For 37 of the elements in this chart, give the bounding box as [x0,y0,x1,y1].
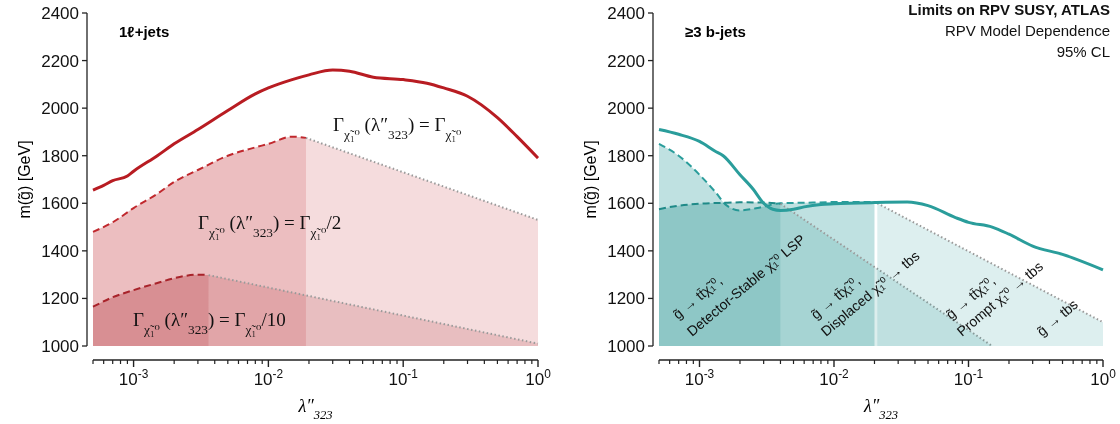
x-tick-label: 10$^{-1}$ [388,367,419,389]
annotation: g̃ → tbs [1033,296,1081,340]
y-axis-title: m(g̃) [GeV] [16,140,33,219]
y-tick-label: 1600 [41,194,79,214]
annotation: RPV Model Dependence [944,22,1110,39]
y-tick-label: 2200 [41,51,79,71]
x-tick-label: 10$^{-1}$ [953,367,984,389]
y-tick-label: 1800 [607,146,645,166]
y-tick-label: 2200 [607,51,645,71]
text: 1ℓ+jets [119,23,170,40]
text: ≥3 b-jets [685,23,746,40]
x-tick-label: 10$^{-2}$ [253,367,284,389]
y-tick-label: 1400 [41,241,79,261]
y-tick-label: 1200 [607,289,645,309]
y-tick-label: 1000 [41,336,79,356]
y-tick-label: 2000 [607,99,645,119]
x-axis-title: λ″$_{323}$ [297,396,333,422]
x-tick-label: 10$^{-3}$ [118,367,149,389]
y-tick-label: 1400 [607,241,645,261]
y-tick-label: 1000 [607,336,645,356]
y-tick-label: 2400 [607,3,645,23]
x-tick-label: 10$^{0}$ [1090,367,1117,389]
x-axis-title: λ″$_{323}$ [862,396,899,422]
annotation: Γ$_{χ̃₁⁰}$ (λ″$_{323}$) = Γ$_{χ̃₁⁰}$/2 [198,212,342,240]
x-tick-label: 10$^{-3}$ [684,367,715,389]
x-tick-label: 10$^{-2}$ [819,367,850,389]
y-tick-label: 1800 [41,146,79,166]
annotation: Limits on RPV SUSY, ATLAS [908,1,1110,18]
annotation: Γ$_{χ̃₁⁰}$ (λ″$_{323}$) = Γ$_{χ̃₁⁰}$ [333,114,462,142]
y-tick-label: 1600 [607,194,645,214]
y-tick-label: 2000 [41,99,79,119]
y-tick-label: 1200 [41,289,79,309]
y-axis-title: m(g̃) [GeV] [582,140,599,219]
annotation: 95% CL [1056,43,1110,60]
x-tick-label: 10$^{0}$ [525,367,552,389]
y-tick-label: 2400 [41,3,79,23]
annotation: Γ$_{χ̃₁⁰}$ (λ″$_{323}$) = Γ$_{χ̃₁⁰}$/10 [133,309,286,337]
